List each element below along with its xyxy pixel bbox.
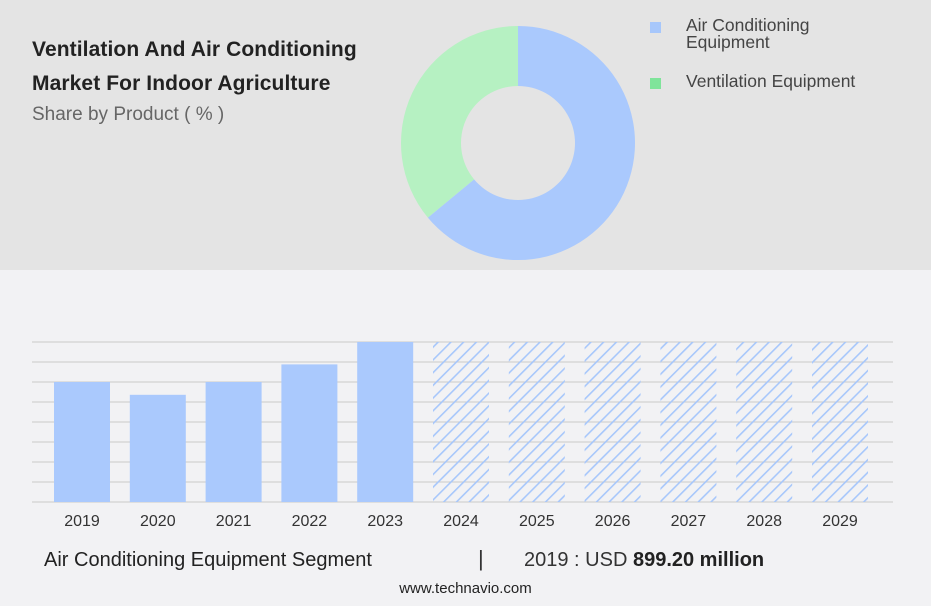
- legend-label-air-conditioning: Air Conditioning Equipment: [686, 15, 810, 52]
- bar-2027: [660, 342, 717, 502]
- bar-2024: [433, 342, 489, 502]
- legend: Air Conditioning Equipment Ventilation E…: [650, 14, 855, 90]
- segment-label: Air Conditioning Equipment Segment: [44, 549, 372, 571]
- bar-2028: [736, 342, 793, 502]
- bar-2023: [357, 342, 414, 502]
- x-tick-label: 2027: [671, 513, 707, 530]
- x-tick-label: 2020: [140, 513, 176, 530]
- x-tick-label: 2028: [746, 513, 782, 530]
- site-url: www.technavio.com: [399, 580, 532, 597]
- footer-separator: |: [478, 546, 484, 571]
- legend-item-ventilation: Ventilation Equipment: [650, 71, 856, 91]
- bar-2020: [129, 394, 186, 502]
- bar-2029: [812, 342, 868, 502]
- bar-2021: [205, 382, 262, 502]
- bar-2026: [584, 342, 641, 502]
- legend-swatch-green: [650, 78, 661, 89]
- value-amount: 899.20 million: [632, 549, 765, 571]
- bar-2019: [54, 382, 110, 502]
- bar-chart: 2019 2020 2021 2022 2023 2024 2025 2026 2027 2028…: [32, 341, 893, 530]
- segment-value: 2019 : USD 899.20 million: [524, 549, 764, 572]
- legend-item-air-conditioning: Air Conditioning Equipment: [650, 15, 855, 52]
- legend-swatch-blue: [650, 22, 661, 33]
- legend-label-ventilation: Ventilation Equipment: [686, 71, 856, 91]
- x-tick-label: 2022: [292, 513, 328, 530]
- value-prefix: 2019 : USD: [524, 549, 628, 571]
- x-tick-label: 2024: [443, 513, 479, 530]
- donut-chart: [400, 26, 635, 260]
- x-tick-label: 2029: [822, 513, 858, 530]
- bar-2025: [508, 342, 565, 502]
- x-tick-label: 2026: [595, 513, 631, 530]
- chart-title: Ventilation And Air Conditioning Market …: [32, 33, 357, 101]
- donut-slice-0: [427, 26, 635, 260]
- title-line-1: Ventilation And Air Conditioning: [32, 38, 357, 61]
- title-line-2: Market For Indoor Agriculture: [32, 72, 331, 95]
- x-tick-label: 2025: [519, 513, 555, 530]
- chart-subtitle: Share by Product ( % ): [32, 104, 225, 125]
- bar-2022: [281, 364, 338, 502]
- x-tick-label: 2021: [216, 513, 252, 530]
- donut-slice-1: [400, 26, 518, 218]
- x-tick-label: 2019: [64, 513, 100, 530]
- x-tick-label: 2023: [367, 513, 403, 530]
